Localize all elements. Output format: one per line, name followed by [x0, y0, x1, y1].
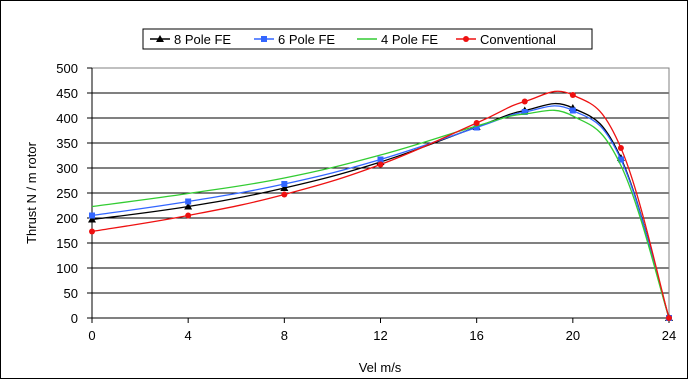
data-point [89, 228, 95, 235]
y-axis-label: Thrust N / m rotor [24, 141, 39, 244]
data-point [666, 315, 672, 321]
data-point [377, 161, 384, 168]
data-point [88, 215, 96, 223]
data-point [377, 156, 384, 163]
y-tick-label: 50 [64, 286, 78, 301]
data-point [184, 202, 193, 210]
legend-swatch-marker [261, 36, 267, 42]
y-tick-label: 150 [56, 236, 78, 251]
y-tick-label: 500 [56, 61, 78, 76]
data-point [617, 156, 624, 163]
x-tick-label: 4 [185, 328, 192, 343]
x-tick-label: 12 [373, 328, 387, 343]
y-tick-label: 0 [71, 311, 78, 326]
x-axis-label: Vel m/s [359, 360, 402, 375]
legend-entry: 8 Pole FE [150, 32, 231, 47]
data-point [521, 109, 528, 115]
legend-label: 8 Pole FE [174, 32, 231, 47]
series-6-pole-fe [89, 105, 672, 321]
y-tick-label: 300 [56, 161, 78, 176]
y-tick-label: 200 [56, 211, 78, 226]
legend-swatch-marker [156, 35, 164, 42]
legend: 8 Pole FE 6 Pole FE 4 Pole FE Conventional [142, 28, 593, 50]
legend-label: 6 Pole FE [278, 32, 335, 47]
y-axis-ticks: 0 50 100 150 200 250 300 350 400 450 500 [56, 61, 92, 326]
x-tick-label: 16 [469, 328, 483, 343]
legend-swatch-marker [463, 36, 469, 42]
x-tick-label: 20 [566, 328, 580, 343]
legend-label: Conventional [480, 32, 556, 47]
data-point [473, 124, 480, 131]
series-line [91, 109, 670, 319]
data-point [521, 98, 528, 105]
x-tick-label: 8 [281, 328, 288, 343]
x-axis-ticks: 0 4 8 12 16 20 24 [88, 318, 676, 343]
data-point [473, 120, 480, 126]
data-point [617, 145, 624, 151]
y-tick-label: 100 [56, 261, 78, 276]
y-tick-label: 400 [56, 111, 78, 126]
series-group [88, 90, 673, 321]
x-tick-label: 0 [88, 328, 95, 343]
legend-label: 4 Pole FE [381, 32, 438, 47]
series-4-pole-fe [91, 109, 670, 319]
legend-entry: 6 Pole FE [254, 32, 335, 47]
y-tick-label: 250 [56, 186, 78, 201]
legend-entry: Conventional [456, 32, 556, 47]
data-point [281, 181, 288, 187]
data-point [185, 198, 192, 205]
data-point [185, 212, 192, 219]
data-point [569, 107, 576, 114]
y-tick-label: 350 [56, 136, 78, 151]
data-point [569, 92, 576, 98]
data-point [281, 191, 288, 198]
legend-entry: 4 Pole FE [357, 32, 438, 47]
y-tick-label: 450 [56, 86, 78, 101]
data-point [280, 184, 289, 191]
data-point [89, 212, 95, 219]
x-tick-label: 24 [662, 328, 676, 343]
series-conventional [89, 90, 672, 321]
